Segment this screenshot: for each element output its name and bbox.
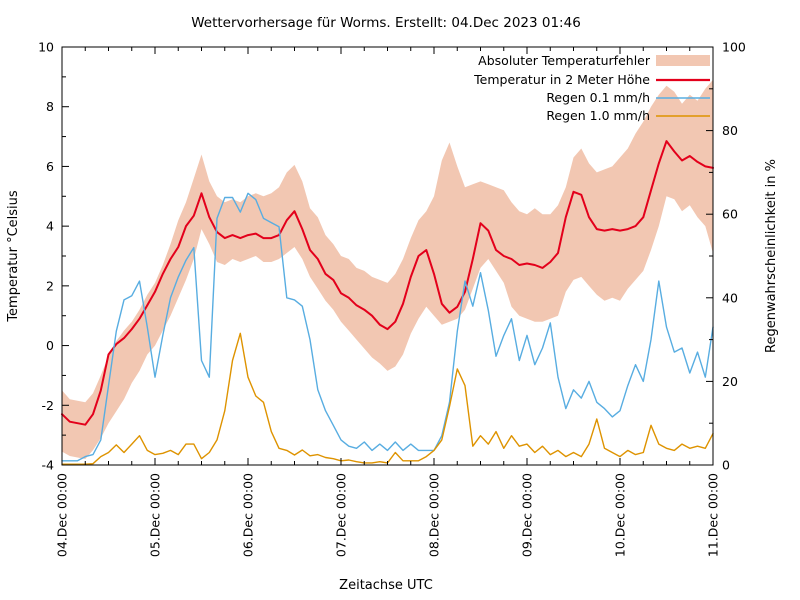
legend-label-rain10: Regen 1.0 mm/h bbox=[546, 108, 650, 123]
y-left-tick-label: 4 bbox=[46, 219, 54, 234]
x-tick-label: 05.Dec 00:00 bbox=[148, 473, 163, 557]
error-band bbox=[62, 79, 713, 460]
x-tick-label: 10.Dec 00:00 bbox=[613, 473, 628, 557]
legend-error-band-swatch bbox=[656, 55, 710, 66]
y-right-tick-label: 20 bbox=[722, 374, 738, 389]
x-tick-label: 09.Dec 00:00 bbox=[520, 473, 535, 557]
legend-label-temperature: Temperatur in 2 Meter Höhe bbox=[473, 72, 650, 87]
legend-label-rain01: Regen 0.1 mm/h bbox=[546, 90, 650, 105]
x-tick-label: 04.Dec 00:00 bbox=[55, 473, 70, 557]
plot-border bbox=[61, 46, 714, 466]
chart-title: Wettervorhersage für Worms. Erstellt: 04… bbox=[191, 15, 581, 31]
y-right-tick-label: 100 bbox=[722, 40, 746, 55]
plot-area: 04.Dec 00:00 05.Dec 00:00 06.Dec 00:00 07.D… bbox=[38, 40, 746, 558]
y-left-tick-label: -2 bbox=[42, 398, 54, 413]
legend: Absoluter Temperaturfehler Temperatur in… bbox=[473, 53, 710, 123]
x-tick-label: 08.Dec 00:00 bbox=[427, 473, 442, 557]
y-left-tick-label: 6 bbox=[46, 159, 54, 174]
y-right-tick-label: 40 bbox=[722, 290, 738, 305]
x-tick-label: 06.Dec 00:00 bbox=[241, 473, 256, 557]
y-left-tick-label: 8 bbox=[46, 99, 54, 114]
y-right-tick-label: 0 bbox=[722, 458, 730, 473]
legend-label-error-band: Absoluter Temperaturfehler bbox=[478, 53, 651, 68]
y-left-tick-label: -4 bbox=[42, 458, 55, 473]
y-left-tick-label: 10 bbox=[38, 40, 54, 55]
rain-01mm-line bbox=[61, 192, 714, 462]
y-left-tick-label: 0 bbox=[46, 338, 54, 353]
y-left-tick-label: 2 bbox=[46, 278, 54, 293]
y-right-axis-title: Regenwahrscheinlichkeit in % bbox=[764, 159, 779, 353]
x-tick-label: 07.Dec 00:00 bbox=[334, 473, 349, 557]
temperature-line bbox=[61, 140, 714, 426]
y-right-tick-label: 80 bbox=[722, 123, 738, 138]
y-left-axis-title: Temperatur °Celsius bbox=[6, 190, 21, 323]
x-tick-label: 11.Dec 00:00 bbox=[706, 473, 721, 557]
y-right-tick-label: 60 bbox=[722, 207, 738, 222]
x-axis-title: Zeitachse UTC bbox=[339, 578, 433, 593]
